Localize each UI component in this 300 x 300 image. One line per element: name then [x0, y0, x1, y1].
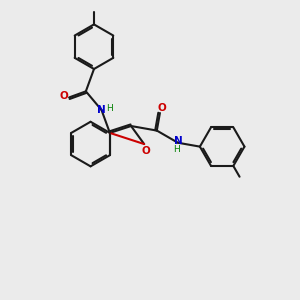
Text: H: H: [106, 104, 113, 113]
Text: H: H: [173, 145, 180, 154]
Text: O: O: [59, 91, 68, 101]
Text: N: N: [97, 105, 106, 115]
Text: N: N: [174, 136, 182, 146]
Text: O: O: [141, 146, 150, 156]
Text: O: O: [157, 103, 166, 113]
